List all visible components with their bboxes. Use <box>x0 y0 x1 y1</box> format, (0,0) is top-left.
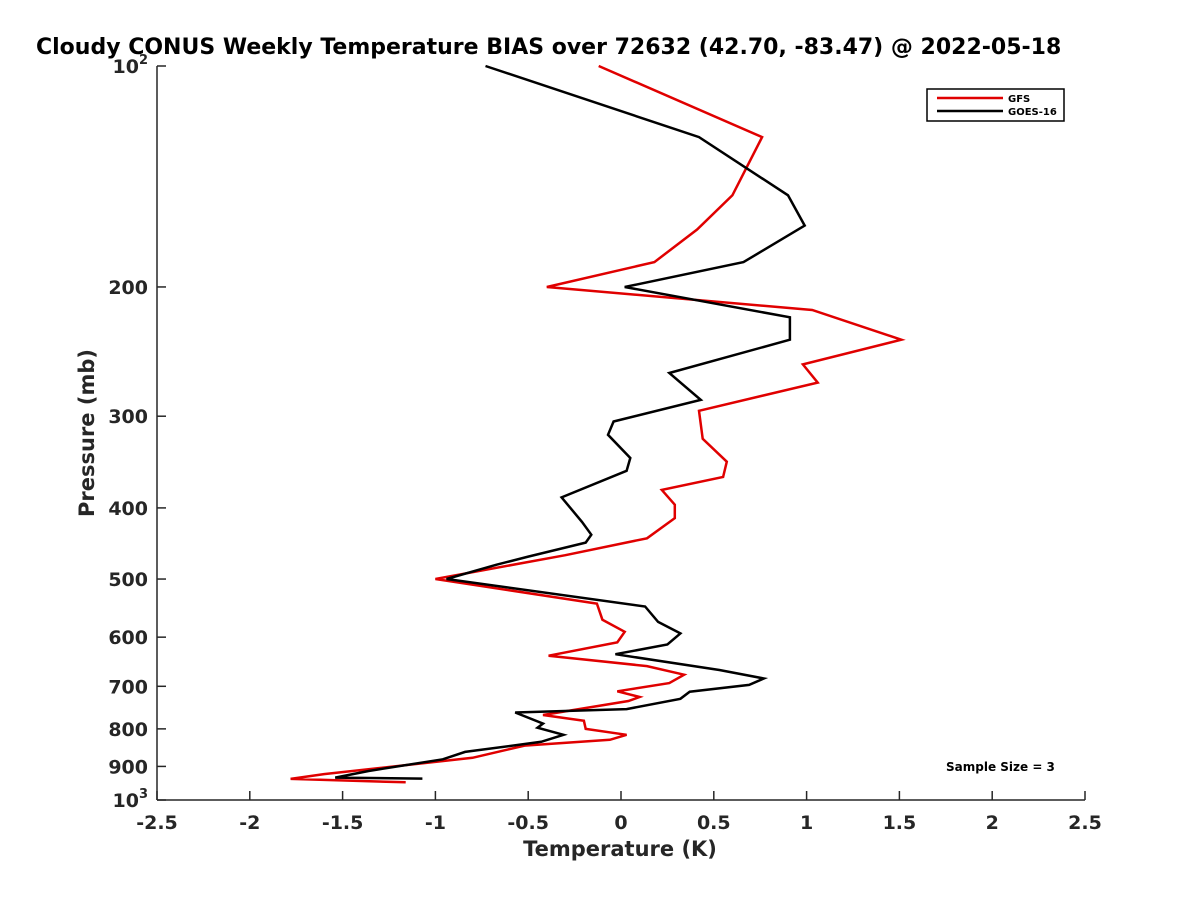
x-tick-label: -1.5 <box>322 812 364 834</box>
y-tick-label: 300 <box>108 406 148 428</box>
legend-box <box>926 88 1065 122</box>
legend-label-goes-16: GOES-16 <box>1008 107 1057 118</box>
y-axis-ticks: 102 200 300 400 500 600 700 800 900 103 <box>108 53 166 812</box>
y-tick-label: 500 <box>108 569 148 591</box>
y-tick-label: 800 <box>108 719 148 741</box>
x-tick-label: -1 <box>425 812 446 834</box>
y-tick-label: 900 <box>108 756 148 778</box>
series-layer <box>290 64 906 784</box>
x-tick-label: 0.5 <box>697 812 731 834</box>
x-tick-label: -0.5 <box>507 812 549 834</box>
y-tick-label: 700 <box>108 676 148 698</box>
x-tick-label: -2 <box>239 812 260 834</box>
y-tick-label: 200 <box>108 277 148 299</box>
x-tick-label: 2.5 <box>1068 812 1102 834</box>
x-axis-title: Temperature (K) <box>523 837 717 861</box>
series-line-gfs <box>290 64 906 784</box>
sample-size-annotation: Sample Size = 3 <box>946 760 1055 774</box>
x-tick-label: 1.5 <box>883 812 917 834</box>
y-tick-label: 102 <box>113 53 149 78</box>
legend: GFS GOES-16 <box>926 88 1065 122</box>
plot-area: -2.5 -2 -1.5 -1 -0.5 0 0.5 1 1.5 2 2.5 102 200 300 40… <box>108 53 1102 834</box>
y-tick-label: 600 <box>108 627 148 649</box>
x-tick-label: -2.5 <box>136 812 178 834</box>
y-tick-label: 103 <box>113 787 149 812</box>
y-tick-label: 400 <box>108 498 148 520</box>
x-tick-label: 0 <box>614 812 627 834</box>
series-line-goes-16 <box>334 64 807 780</box>
x-tick-label: 2 <box>986 812 999 834</box>
x-tick-label: 1 <box>800 812 813 834</box>
x-axis-ticks: -2.5 -2 -1.5 -1 -0.5 0 0.5 1 1.5 2 2.5 <box>136 791 1102 834</box>
legend-label-gfs: GFS <box>1008 94 1030 105</box>
y-axis-title: Pressure (mb) <box>75 349 99 517</box>
chart-title: Cloudy CONUS Weekly Temperature BIAS ove… <box>36 35 1061 60</box>
